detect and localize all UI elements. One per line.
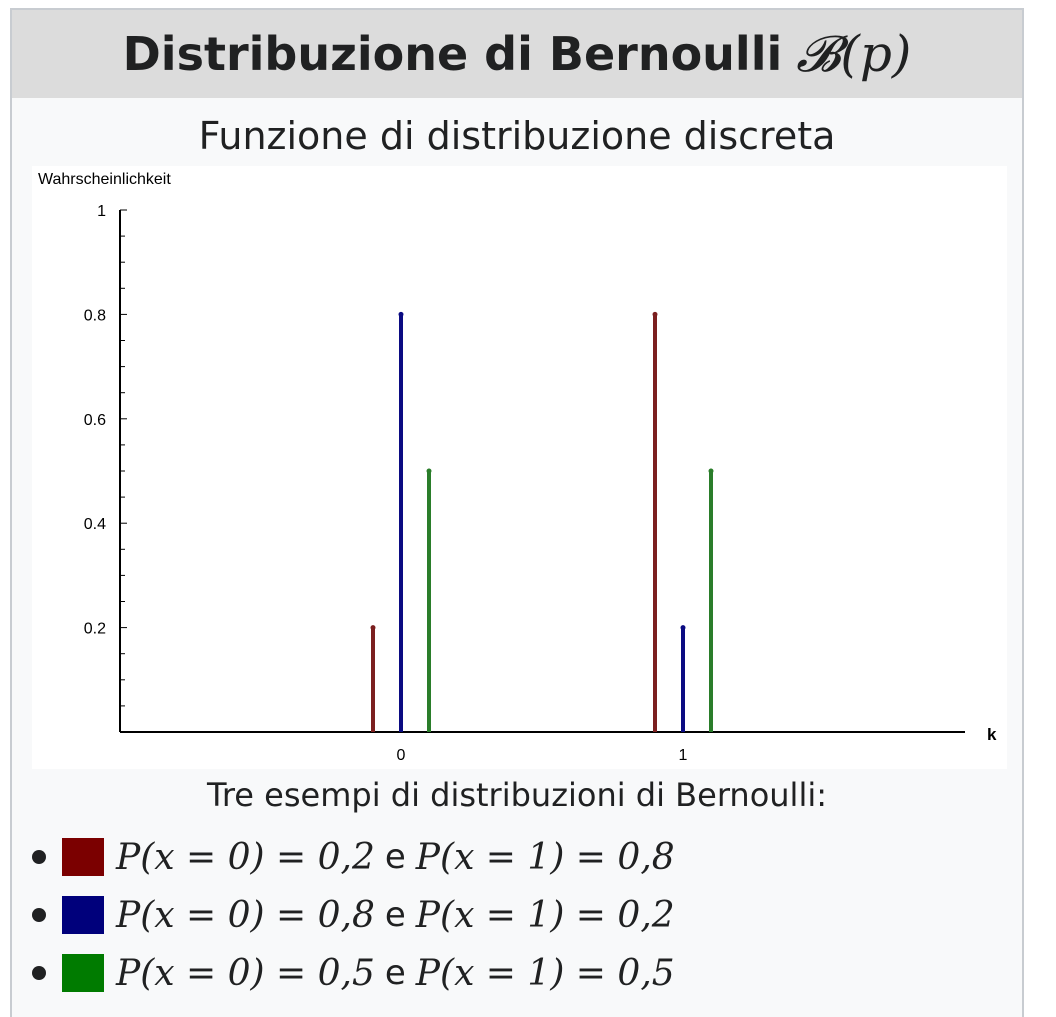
stem-point xyxy=(708,468,714,474)
chart-subtitle: Funzione di distribuzione discreta xyxy=(198,114,836,158)
x-tick-label: 1 xyxy=(679,747,688,764)
legend-swatch xyxy=(62,896,104,934)
series-stems xyxy=(370,311,714,732)
legend-item: P(x = 0) = 0,5 e P(x = 1) = 0,5 xyxy=(32,944,675,1002)
stem-point xyxy=(426,468,432,474)
infobox-header: Distribuzione di Bernoulli 𝓑(p) xyxy=(12,10,1022,98)
legend-joiner: e xyxy=(384,953,406,993)
y-tick-label: 0.4 xyxy=(84,516,106,533)
legend-swatch xyxy=(62,838,104,876)
legend-formula-right: P(x = 1) = 0,5 xyxy=(415,952,675,994)
legend-item: P(x = 0) = 0,2 e P(x = 1) = 0,8 xyxy=(32,828,675,886)
y-tick-label: 1 xyxy=(97,203,106,220)
legend-formula-left: P(x = 0) = 0,2 xyxy=(116,836,375,878)
stem-point xyxy=(680,625,686,631)
legend-formula-right: P(x = 1) = 0,2 xyxy=(415,894,675,936)
stem-point xyxy=(398,311,404,317)
legend-caption: Tre esempi di distribuzioni di Bernoulli… xyxy=(207,776,827,814)
stem-point xyxy=(370,625,376,631)
bullet-icon xyxy=(32,908,46,922)
infobox: Distribuzione di Bernoulli 𝓑(p) Funzione… xyxy=(10,8,1024,1017)
stem-point xyxy=(652,311,658,317)
y-axis-label: Wahrscheinlichkeit xyxy=(38,171,171,188)
y-tick-label: 0.8 xyxy=(84,307,106,324)
legend-joiner: e xyxy=(384,895,406,935)
legend-joiner: e xyxy=(384,837,406,877)
bullet-icon xyxy=(32,850,46,864)
x-tick-label: 0 xyxy=(397,747,406,764)
y-tick-label: 0.6 xyxy=(84,412,106,429)
y-axis: 0.2 0.4 0.6 0.8 1 xyxy=(84,203,127,732)
infobox-title: Distribuzione di Bernoulli xyxy=(122,27,783,81)
legend-swatch xyxy=(62,954,104,992)
legend-formula-left: P(x = 0) = 0,8 xyxy=(116,894,375,936)
legend-list: P(x = 0) = 0,2 e P(x = 1) = 0,8 P(x = 0)… xyxy=(32,828,675,1002)
legend-formula-right: P(x = 1) = 0,8 xyxy=(415,836,675,878)
bullet-icon xyxy=(32,966,46,980)
y-tick-label: 0.2 xyxy=(84,621,106,638)
legend-item: P(x = 0) = 0,8 e P(x = 1) = 0,2 xyxy=(32,886,675,944)
infobox-title-math: 𝓑(p) xyxy=(796,24,912,83)
x-axis-label: k xyxy=(987,725,997,744)
legend-formula-left: P(x = 0) = 0,5 xyxy=(116,952,375,994)
